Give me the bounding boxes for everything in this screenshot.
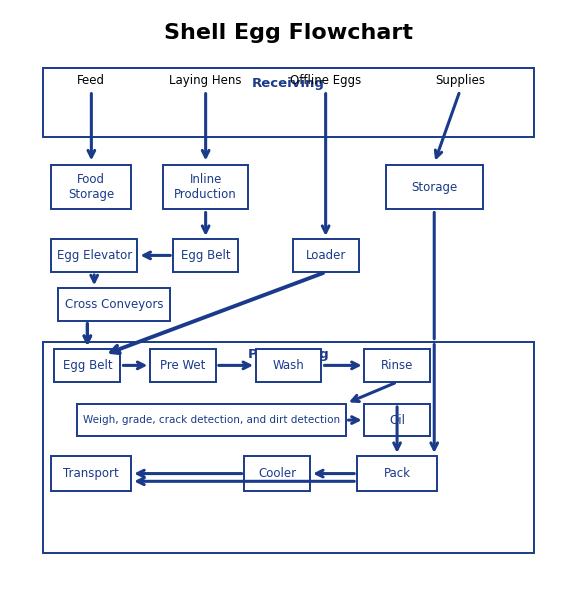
- Text: Wash: Wash: [272, 359, 305, 372]
- Bar: [43, 341, 534, 553]
- Text: Inline
Production: Inline Production: [174, 173, 237, 201]
- Text: Oil: Oil: [389, 413, 405, 427]
- Text: Loader: Loader: [305, 249, 346, 262]
- Text: Cooler: Cooler: [258, 467, 296, 480]
- Bar: [51, 456, 132, 491]
- Text: Pack: Pack: [384, 467, 411, 480]
- Bar: [54, 349, 120, 382]
- Text: Pre Wet: Pre Wet: [160, 359, 205, 372]
- Bar: [163, 165, 249, 209]
- Text: Offline Eggs: Offline Eggs: [290, 74, 361, 86]
- Text: Egg Elevator: Egg Elevator: [57, 249, 132, 262]
- Bar: [43, 68, 534, 137]
- Text: Cross Conveyors: Cross Conveyors: [65, 298, 163, 311]
- Text: Processing: Processing: [248, 348, 329, 361]
- Bar: [77, 404, 346, 436]
- Text: Rinse: Rinse: [381, 359, 413, 372]
- Text: Weigh, grade, crack detection, and dirt detection: Weigh, grade, crack detection, and dirt …: [83, 415, 340, 425]
- Bar: [58, 289, 170, 321]
- Bar: [364, 404, 430, 436]
- Bar: [244, 456, 310, 491]
- Bar: [256, 349, 321, 382]
- Bar: [357, 456, 437, 491]
- Text: Food
Storage: Food Storage: [68, 173, 114, 201]
- Bar: [150, 349, 216, 382]
- Bar: [364, 349, 430, 382]
- Text: Feed: Feed: [77, 74, 106, 86]
- Text: Receiving: Receiving: [252, 77, 325, 90]
- Bar: [385, 165, 483, 209]
- Bar: [173, 239, 238, 272]
- Bar: [293, 239, 358, 272]
- Text: Transport: Transport: [63, 467, 119, 480]
- Bar: [51, 239, 137, 272]
- Text: Shell Egg Flowchart: Shell Egg Flowchart: [164, 23, 413, 43]
- Text: Supplies: Supplies: [435, 74, 485, 86]
- Text: Laying Hens: Laying Hens: [170, 74, 242, 86]
- Text: Storage: Storage: [411, 181, 458, 194]
- Text: Egg Belt: Egg Belt: [62, 359, 112, 372]
- Text: Egg Belt: Egg Belt: [181, 249, 230, 262]
- Bar: [51, 165, 132, 209]
